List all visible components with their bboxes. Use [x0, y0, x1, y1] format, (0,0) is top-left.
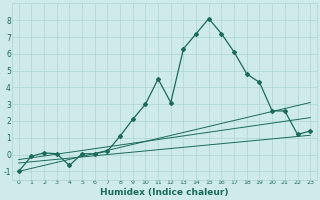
X-axis label: Humidex (Indice chaleur): Humidex (Indice chaleur) [100, 188, 229, 197]
